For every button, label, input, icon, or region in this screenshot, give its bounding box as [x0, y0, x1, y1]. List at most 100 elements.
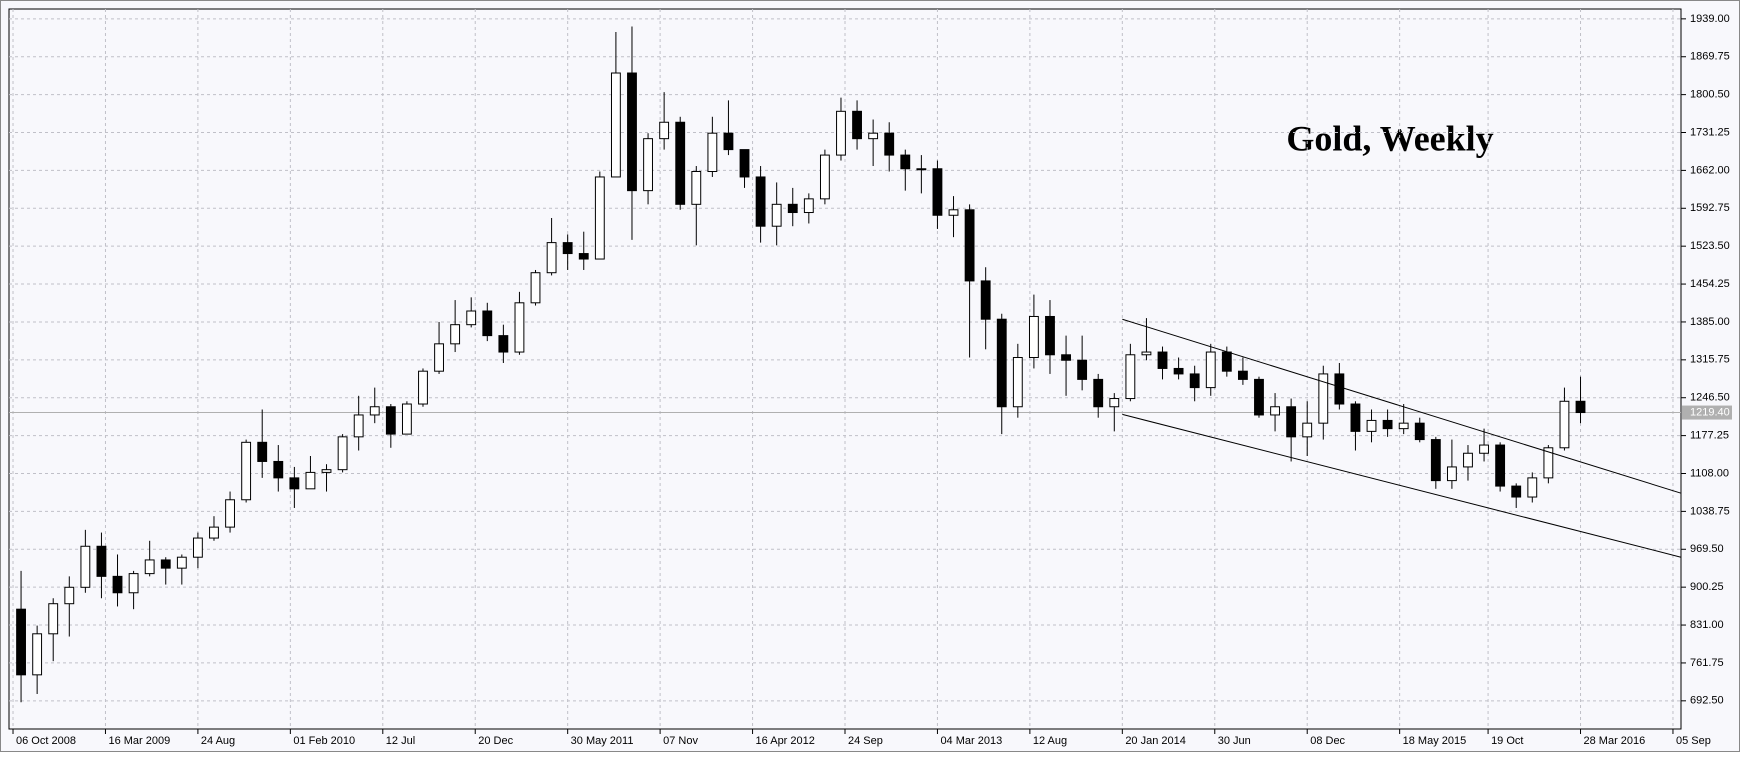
candle-body — [852, 110, 862, 140]
y-tick-label: 1869.75 — [1690, 51, 1730, 63]
candle-body — [209, 526, 219, 539]
candle-body — [64, 586, 75, 605]
candle-body — [273, 460, 284, 479]
candle-body — [691, 170, 702, 205]
candle-body — [771, 203, 782, 227]
candle-body — [932, 168, 943, 216]
x-tick-label: 05 Sep — [1676, 735, 1711, 747]
x-tick-label: 16 Apr 2012 — [756, 735, 815, 747]
y-tick-label: 1731.25 — [1690, 126, 1730, 138]
candle-body — [305, 471, 316, 490]
candle-body — [514, 302, 525, 353]
candle-body — [434, 343, 444, 372]
candle-body — [176, 556, 187, 569]
current-price-box — [1682, 405, 1732, 420]
candle-body — [578, 253, 589, 260]
candle-body — [1479, 444, 1489, 454]
x-tick-label: 12 Jul — [386, 735, 415, 747]
candle-body — [1350, 403, 1361, 432]
candle-body — [1157, 351, 1168, 369]
candle-body — [707, 132, 718, 172]
candle-body — [1125, 354, 1136, 400]
candle-body — [466, 310, 477, 326]
y-tick-label: 1800.50 — [1690, 89, 1730, 101]
candle-body — [160, 559, 171, 569]
candle-body — [1077, 359, 1088, 380]
candle-body — [884, 132, 895, 156]
x-tick-label: 16 Mar 2009 — [108, 735, 170, 747]
candle-body — [1366, 419, 1377, 432]
current-price-label: 1219.40 — [1690, 406, 1730, 418]
y-tick-label: 900.25 — [1690, 581, 1724, 593]
y-tick-label: 831.00 — [1690, 619, 1724, 631]
candle-body — [241, 441, 252, 501]
candle-body — [1430, 439, 1441, 482]
candle-body — [1511, 485, 1522, 498]
candle-body — [659, 121, 670, 140]
candle-body — [916, 168, 927, 171]
candle-body — [1254, 378, 1264, 416]
candle-body — [675, 121, 686, 205]
y-tick-label: 1038.75 — [1690, 505, 1730, 517]
candle-body — [289, 477, 300, 490]
y-tick-label: 1246.50 — [1690, 392, 1730, 404]
candle-body — [1012, 357, 1023, 408]
candle-body — [594, 176, 605, 260]
candle-body — [1527, 477, 1538, 498]
candle-body — [819, 154, 830, 200]
candle-body — [1575, 400, 1586, 414]
candle-body — [900, 154, 911, 170]
y-tick-label: 1315.75 — [1690, 354, 1730, 366]
candle-body — [1141, 351, 1152, 356]
x-tick-label: 19 Oct — [1491, 735, 1523, 747]
x-tick-label: 20 Jan 2014 — [1125, 735, 1186, 747]
y-tick-label: 761.75 — [1690, 657, 1724, 669]
candle-body — [96, 545, 107, 577]
candle-body — [868, 132, 879, 140]
candle-body — [1398, 422, 1409, 430]
x-tick-label: 24 Aug — [201, 735, 235, 747]
candle-body — [418, 370, 428, 405]
candle-body — [192, 537, 203, 558]
candle-body — [401, 403, 412, 435]
y-tick-label: 1454.25 — [1690, 278, 1730, 290]
x-tick-label: 12 Aug — [1033, 735, 1067, 747]
candle-body — [48, 603, 59, 635]
candle-body — [1109, 398, 1120, 408]
x-tick-label: 07 Nov — [663, 735, 698, 747]
candle-body — [369, 406, 380, 416]
candle-body — [546, 242, 557, 274]
candle-body — [1189, 373, 1200, 389]
chart-title: Gold, Weekly — [1286, 118, 1493, 158]
candle-body — [450, 324, 461, 345]
y-tick-label: 1523.50 — [1690, 240, 1730, 252]
candle-body — [16, 608, 26, 676]
x-tick-label: 24 Sep — [848, 735, 883, 747]
candle-body — [80, 545, 91, 588]
y-tick-label: 1385.00 — [1690, 316, 1730, 328]
y-tick-label: 1177.25 — [1690, 430, 1729, 442]
candle-body — [627, 72, 637, 192]
candle-body — [498, 335, 509, 353]
candle-body — [1093, 378, 1104, 408]
candle-body — [1286, 406, 1297, 438]
candle-body — [1334, 373, 1345, 405]
candle-body — [803, 198, 814, 214]
candle-body — [385, 406, 396, 435]
candle-body — [1463, 452, 1473, 468]
candle-body — [1543, 447, 1554, 479]
candle-body — [128, 573, 139, 594]
candle-body — [144, 559, 155, 575]
trend-line — [1122, 413, 1682, 558]
candle-body — [337, 436, 348, 471]
candle-body — [112, 575, 123, 594]
x-tick-label: 04 Mar 2013 — [940, 735, 1002, 747]
candle-body — [643, 138, 653, 192]
candle-body — [321, 469, 332, 473]
candle-body — [482, 310, 493, 337]
x-tick-label: 08 Dec — [1310, 735, 1345, 747]
y-tick-label: 969.50 — [1690, 543, 1724, 555]
y-tick-label: 1939.00 — [1690, 13, 1730, 25]
candle-body — [1028, 315, 1039, 359]
x-tick-label: 20 Dec — [478, 735, 513, 747]
